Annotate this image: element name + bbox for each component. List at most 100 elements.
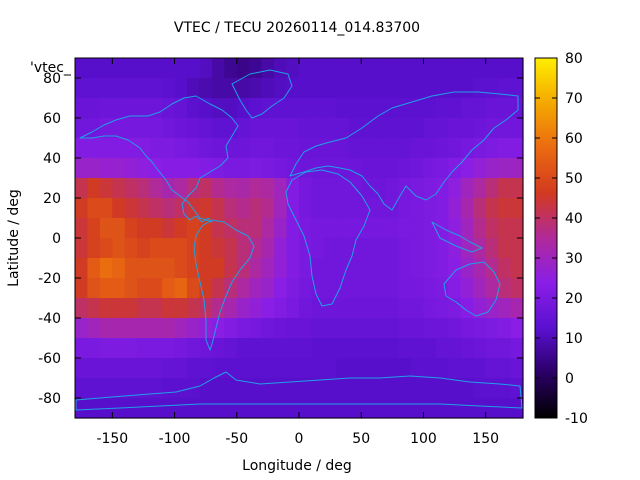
heat-cell [99, 158, 113, 179]
heat-cell [311, 318, 325, 339]
heat-cell [261, 398, 275, 419]
heat-cell [199, 78, 213, 99]
heat-cell [299, 58, 313, 79]
heat-cell [187, 298, 201, 319]
heat-cell [112, 198, 126, 219]
heat-cell [211, 218, 225, 239]
heat-cell [411, 398, 425, 419]
heat-cell [510, 278, 524, 299]
colorbar [534, 57, 558, 419]
heat-cell [498, 358, 512, 379]
heat-cell [336, 238, 350, 259]
heat-cell [211, 238, 225, 259]
heat-cell [398, 198, 412, 219]
heat-cell [261, 158, 275, 179]
coastline-africa [285, 169, 371, 307]
heat-cell [249, 258, 263, 279]
heat-cell [435, 358, 449, 379]
heat-cell [224, 98, 238, 119]
heat-cell [261, 198, 275, 219]
heat-cell [124, 338, 138, 359]
x-tick-label: -150 [96, 431, 128, 447]
heat-cell [224, 118, 238, 139]
heat-cell [498, 398, 512, 419]
heat-cell [498, 158, 512, 179]
heat-cell [261, 318, 275, 339]
heat-cell [411, 118, 425, 139]
heat-cell [398, 338, 412, 359]
heat-cell [423, 98, 437, 119]
heat-cell [274, 138, 288, 159]
heat-cell [174, 278, 188, 299]
heat-cell [498, 318, 512, 339]
colorbar-tick-label: 40 [565, 211, 583, 227]
heat-cell [473, 358, 487, 379]
heat-cell [510, 258, 524, 279]
heat-cell [162, 258, 176, 279]
heat-cell [386, 318, 400, 339]
heat-cell [373, 118, 387, 139]
heat-cell [510, 338, 524, 359]
heat-cell [311, 398, 325, 419]
series-key-label: 'vtec_ [30, 60, 72, 76]
heat-cell [174, 138, 188, 159]
heat-cell [299, 118, 313, 139]
heat-cell [435, 378, 449, 399]
coastline-australia [443, 261, 501, 317]
heat-cell [75, 318, 89, 339]
heat-cell [498, 258, 512, 279]
heat-cell [435, 58, 449, 79]
heat-cell [75, 58, 89, 79]
heat-cell [448, 338, 462, 359]
heat-cell [124, 58, 138, 79]
heat-cell [261, 238, 275, 259]
heat-cell [274, 258, 288, 279]
heat-cell [236, 358, 250, 379]
heat-cell [75, 138, 89, 159]
heat-cell [448, 118, 462, 139]
heat-cell [323, 338, 337, 359]
heat-cell [149, 198, 163, 219]
heat-cell [373, 158, 387, 179]
heat-cell [373, 318, 387, 339]
heat-cell [460, 238, 474, 259]
heat-cell [423, 218, 437, 239]
heat-cell [398, 158, 412, 179]
heat-cell [323, 358, 337, 379]
heat-cell [473, 198, 487, 219]
heat-cell [323, 238, 337, 259]
heat-cell [286, 298, 300, 319]
heat-cell [124, 138, 138, 159]
heat-cell [348, 378, 362, 399]
heat-cell [236, 118, 250, 139]
heat-cell [498, 338, 512, 359]
heat-cell [112, 78, 126, 99]
heat-cell [361, 238, 375, 259]
heat-cell [373, 398, 387, 419]
heat-cell [386, 118, 400, 139]
heat-cell [224, 318, 238, 339]
heat-cell [348, 218, 362, 239]
heat-cell [124, 258, 138, 279]
heat-cell [137, 78, 151, 99]
heat-cell [112, 378, 126, 399]
heat-cell [137, 58, 151, 79]
heat-cell [149, 298, 163, 319]
heat-cell [373, 258, 387, 279]
heat-cell [323, 118, 337, 139]
heat-cell [361, 198, 375, 219]
heat-cell [510, 398, 524, 419]
heat-cell [323, 178, 337, 199]
heat-cell [124, 278, 138, 299]
heat-cell [361, 338, 375, 359]
heat-cell [249, 98, 263, 119]
heat-cell [361, 178, 375, 199]
heat-cell [261, 178, 275, 199]
heat-cell [485, 198, 499, 219]
heat-cell [211, 358, 225, 379]
heat-cell [211, 78, 225, 99]
heat-cell [448, 58, 462, 79]
heat-cell [373, 238, 387, 259]
heat-cell [87, 138, 101, 159]
heat-cell [261, 258, 275, 279]
